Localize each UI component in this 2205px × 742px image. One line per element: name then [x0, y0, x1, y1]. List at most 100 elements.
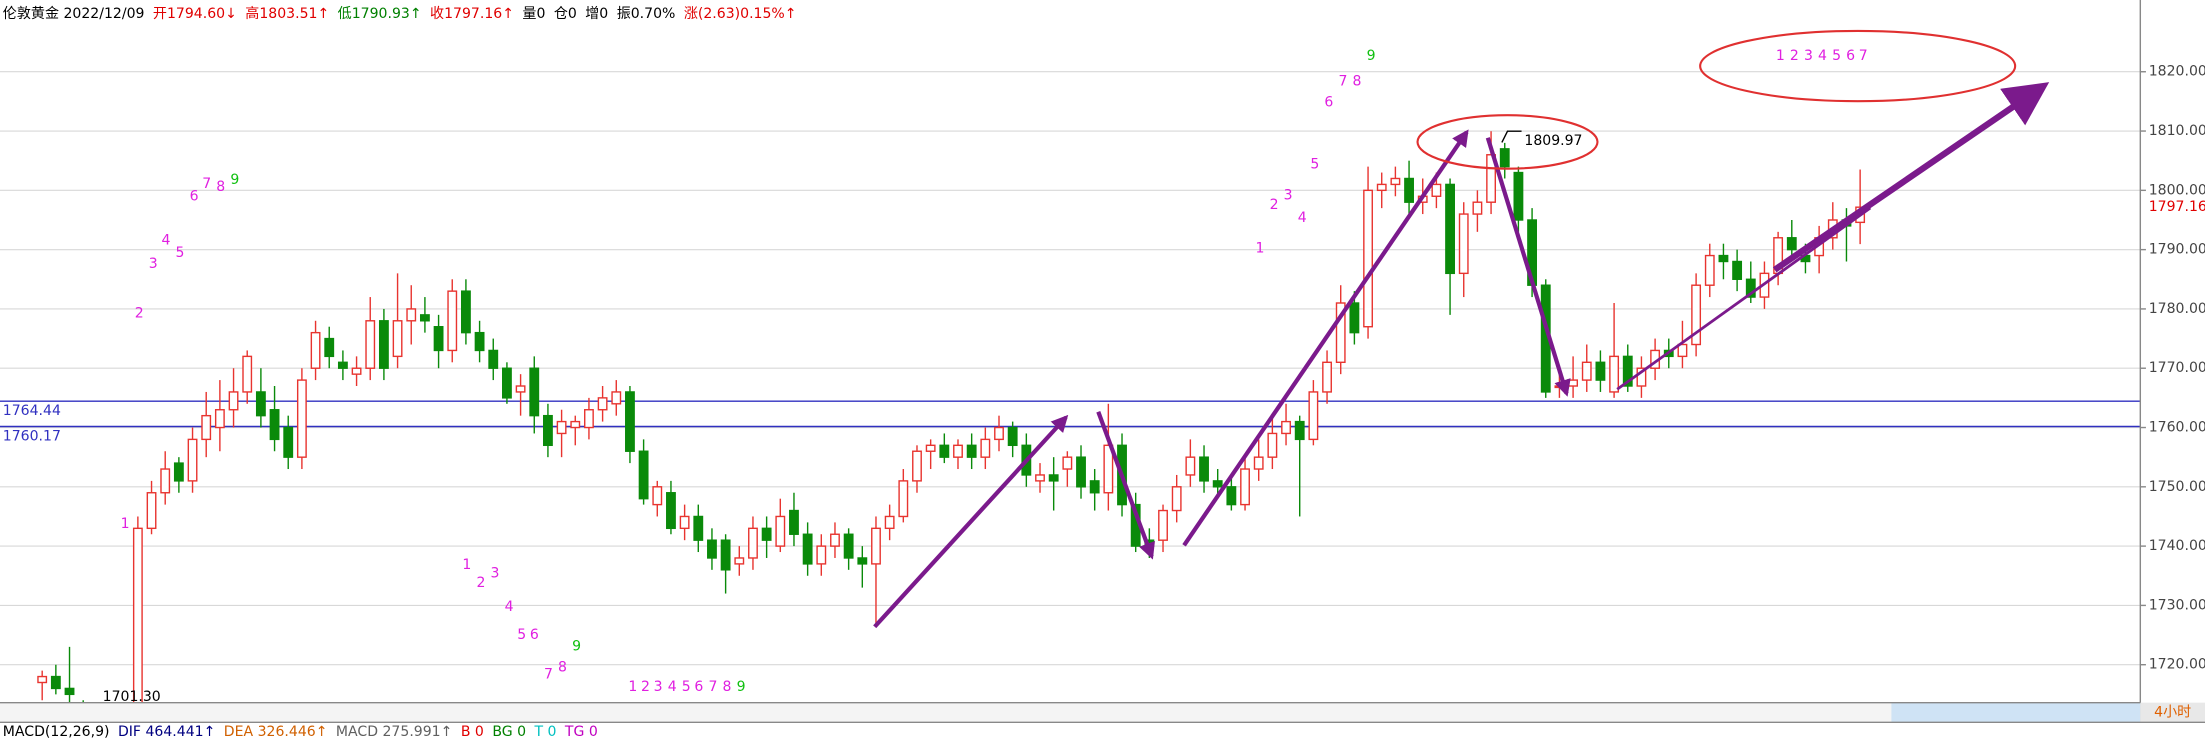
- candle-body: [652, 486, 663, 506]
- candle-body: [953, 444, 963, 458]
- candle-body: [1376, 183, 1387, 192]
- candle-body: [1622, 355, 1633, 387]
- candle-body: [392, 320, 403, 358]
- date-axis: [0, 702, 2141, 723]
- td-count: 8: [1353, 74, 1362, 90]
- candle-body: [720, 539, 731, 571]
- td-count: 5: [682, 679, 691, 695]
- candle-body: [1404, 177, 1414, 203]
- header-item: 涨(2.63)0.15%↑: [684, 6, 797, 22]
- td-count: 3: [1284, 187, 1293, 203]
- candle-body: [679, 515, 690, 530]
- candle-body: [625, 391, 635, 452]
- td-count: 5: [1310, 156, 1319, 172]
- header-item: 振0.70%: [617, 6, 676, 22]
- td-count: 3: [654, 679, 663, 695]
- candle-body: [1609, 355, 1620, 393]
- candle-body: [310, 331, 321, 369]
- y-tick-label: 1770.00: [2149, 360, 2205, 376]
- candle-body: [830, 533, 840, 547]
- y-tick-label: 1810.00: [2149, 123, 2205, 139]
- td-count: 3: [491, 565, 500, 581]
- candle-body: [187, 438, 198, 482]
- candle-body: [980, 438, 991, 458]
- candle-body: [666, 492, 676, 530]
- candle-body: [802, 533, 813, 565]
- header-item: 量0: [522, 6, 545, 22]
- period-label: 4小时: [2154, 704, 2191, 720]
- candle-body: [201, 414, 212, 441]
- candle-body: [1267, 432, 1278, 458]
- high-marker: [1501, 130, 1522, 143]
- highlight-ellipse: [1416, 114, 1599, 170]
- y-tick-label: 1790.00: [2149, 242, 2205, 258]
- candle-body: [132, 527, 143, 703]
- candle-body: [1294, 420, 1305, 441]
- candle-body: [337, 361, 348, 369]
- candle-body: [1718, 254, 1729, 263]
- candle-body: [1745, 278, 1756, 298]
- td-count: 5: [517, 627, 526, 643]
- td-count: 5: [176, 245, 185, 261]
- candle-body: [816, 545, 827, 565]
- header-item: 增0: [585, 6, 608, 22]
- td-count: 7: [1338, 74, 1347, 90]
- td-count: 4: [1298, 210, 1307, 226]
- level-label: 1760.17: [3, 428, 61, 444]
- candle-body: [1322, 361, 1332, 393]
- candle-body: [296, 379, 307, 458]
- candle-body: [775, 515, 786, 547]
- td-count: 5: [1832, 48, 1841, 64]
- td-count: 4: [1818, 48, 1827, 64]
- td-count: 2: [641, 679, 650, 695]
- header-item: 开1794.60↓: [153, 6, 237, 22]
- candle-body: [351, 367, 362, 375]
- candle-body: [1089, 480, 1100, 494]
- candle-body: [871, 527, 881, 565]
- candle-body: [1595, 361, 1606, 381]
- candle-body: [228, 391, 239, 411]
- candle-body: [1390, 177, 1401, 186]
- period-box: [2140, 702, 2205, 723]
- candle-body: [146, 492, 157, 530]
- candle-body: [1240, 468, 1250, 506]
- candle-body: [1048, 474, 1059, 482]
- candle-body: [1103, 444, 1114, 494]
- highlight-ellipse: [1699, 29, 2017, 103]
- td-count: 4: [161, 232, 170, 248]
- candle-body: [611, 391, 622, 405]
- header-item: 高1803.51↑: [245, 5, 329, 22]
- candle-body: [324, 337, 335, 358]
- candle-body: [283, 426, 294, 458]
- td-count: 7: [1859, 48, 1868, 64]
- candle-body: [255, 391, 266, 417]
- candle-body: [1691, 284, 1702, 346]
- candle-body: [939, 444, 950, 458]
- td-count: 9: [737, 679, 746, 695]
- candle-body: [1199, 456, 1209, 482]
- candle-body: [1007, 426, 1018, 447]
- header-item: MACD(12,26,9): [3, 724, 110, 740]
- td-count: 1: [121, 516, 130, 532]
- candle-body: [1185, 456, 1196, 476]
- candle-body: [1472, 201, 1483, 215]
- candle-body: [1431, 183, 1442, 197]
- candle-body: [584, 409, 594, 429]
- candle-body: [707, 539, 717, 559]
- td-count: 1: [1256, 241, 1265, 257]
- header-item: B 0: [461, 724, 484, 740]
- candle-body: [1158, 509, 1168, 541]
- header-item: 伦敦黄金 2022/12/09: [3, 5, 145, 22]
- level-label: 1764.44: [3, 403, 61, 419]
- candle-body: [474, 331, 485, 352]
- candle-body: [994, 426, 1004, 441]
- candle-body: [638, 450, 649, 500]
- candle-body: [1281, 420, 1291, 435]
- td-count: 1: [628, 679, 637, 695]
- td-count: 9: [572, 638, 581, 654]
- td-count: 7: [202, 176, 211, 192]
- candle-body: [898, 480, 909, 518]
- y-tick-label: 1780.00: [2149, 301, 2205, 317]
- header-item: BG 0: [492, 724, 526, 740]
